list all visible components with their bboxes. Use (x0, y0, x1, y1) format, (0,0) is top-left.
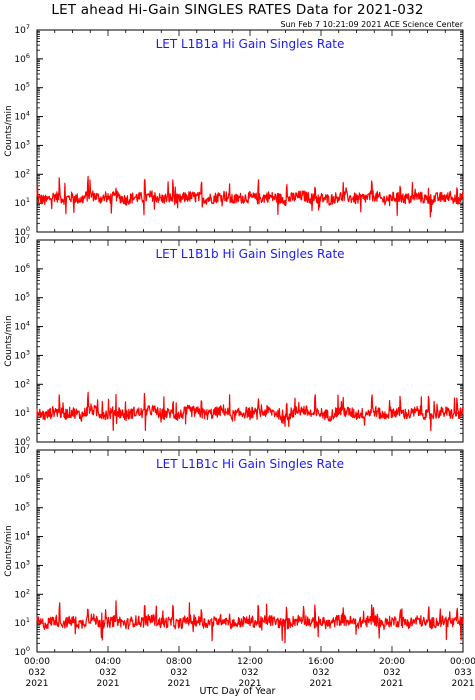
y-tick-label: 107 (14, 23, 30, 36)
y-axis-label: Counts/min (4, 105, 14, 156)
series-line (36, 600, 464, 644)
x-tick-label: 032 (312, 668, 329, 678)
y-tick-label: 103 (14, 138, 30, 151)
x-tick-label: 2021 (168, 679, 191, 689)
main-title: LET ahead Hi-Gain SINGLES RATES Data for… (51, 2, 424, 18)
y-tick-label: 107 (14, 443, 30, 456)
y-tick-label: 105 (14, 81, 30, 94)
x-tick-label: 00:00 (450, 657, 475, 667)
y-tick-label: 100 (14, 645, 30, 658)
x-tick-label: 032 (241, 668, 258, 678)
panel-title: LET L1B1c Hi Gain Singles Rate (156, 457, 344, 471)
y-tick-label: 103 (14, 348, 30, 361)
y-tick-label: 107 (14, 233, 30, 246)
x-tick-label: 08:00 (166, 657, 192, 667)
y-tick-label: 100 (14, 435, 30, 448)
y-tick-label: 106 (14, 472, 30, 485)
x-tick-label: 032 (170, 668, 187, 678)
x-tick-label: 2021 (381, 679, 404, 689)
x-tick-label: 2021 (97, 679, 120, 689)
chart-panel-2: 100 101 102 103 104 105 106 107 Counts/min LET L1… (4, 233, 464, 448)
y-tick-label: 104 (14, 530, 30, 543)
x-tick-label: 032 (383, 668, 400, 678)
y-tick-label: 101 (14, 616, 30, 629)
series-line (36, 391, 464, 432)
y-tick-label: 104 (14, 110, 30, 123)
x-tick-label: 2021 (452, 679, 475, 689)
x-tick-label: 20:00 (379, 657, 405, 667)
x-tick-label: 2021 (26, 679, 49, 689)
x-tick-label: 12:00 (237, 657, 263, 667)
y-axis-label: Counts/min (4, 525, 14, 576)
y-tick-label: 100 (14, 225, 30, 238)
x-tick-label: 2021 (239, 679, 262, 689)
y-tick-label: 101 (14, 406, 30, 419)
x-axis-label: UTC Day of Year (199, 686, 276, 697)
y-tick-label: 104 (14, 320, 30, 333)
y-tick-label: 106 (14, 52, 30, 65)
chart-panel-1: 100 101 102 103 104 105 106 107 Counts/min LET L1… (4, 23, 464, 238)
panel-title: LET L1B1a Hi Gain Singles Rate (156, 37, 345, 51)
x-tick-label: 2021 (310, 679, 333, 689)
x-tick-label: 00:00 (24, 657, 50, 667)
x-tick-label: 033 (454, 668, 471, 678)
panel-title: LET L1B1b Hi Gain Singles Rate (155, 247, 344, 261)
y-tick-label: 102 (14, 587, 30, 600)
chart-panel-3: 100 101 102 103 104 105 106 107 Counts/min LET L1… (4, 443, 475, 689)
y-tick-label: 103 (14, 558, 30, 571)
x-tick-label: 032 (99, 668, 116, 678)
x-tick-label: 032 (28, 668, 45, 678)
y-tick-label: 106 (14, 262, 30, 275)
y-axis-label: Counts/min (4, 315, 14, 366)
y-tick-label: 105 (14, 291, 30, 304)
timestamp: Sun Feb 7 10:21:09 2021 ACE Science Cent… (280, 20, 463, 29)
y-tick-label: 102 (14, 167, 30, 180)
y-tick-label: 102 (14, 377, 30, 390)
y-tick-label: 105 (14, 501, 30, 514)
y-tick-label: 101 (14, 196, 30, 209)
series-line (36, 175, 464, 218)
x-tick-label: 04:00 (95, 657, 121, 667)
x-tick-label: 16:00 (308, 657, 334, 667)
